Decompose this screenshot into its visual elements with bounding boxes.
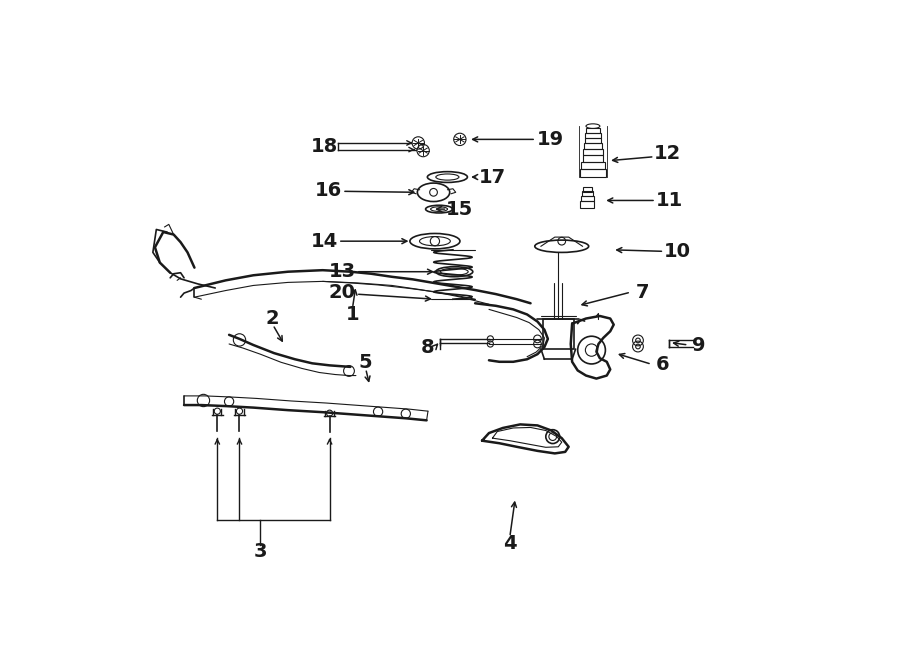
Bar — [581, 196, 594, 202]
Text: 7: 7 — [636, 282, 650, 301]
Text: 8: 8 — [421, 338, 435, 356]
Bar — [585, 138, 601, 143]
Text: 3: 3 — [254, 542, 267, 561]
Bar — [582, 155, 603, 162]
Bar — [580, 202, 594, 208]
Text: 2: 2 — [266, 309, 280, 328]
Bar — [583, 149, 603, 155]
Text: 13: 13 — [328, 262, 356, 281]
Bar — [585, 133, 600, 138]
Text: 11: 11 — [655, 191, 683, 210]
Text: 18: 18 — [310, 137, 338, 156]
Text: 10: 10 — [664, 242, 691, 261]
Bar — [580, 169, 606, 177]
Bar — [543, 319, 573, 349]
Text: 15: 15 — [446, 200, 473, 219]
Text: 6: 6 — [655, 355, 669, 374]
Bar — [586, 128, 599, 133]
Text: 14: 14 — [310, 231, 338, 251]
Text: 20: 20 — [328, 282, 356, 301]
Text: 12: 12 — [654, 143, 681, 163]
Text: 16: 16 — [315, 180, 342, 200]
Bar — [581, 191, 593, 196]
Text: 9: 9 — [691, 336, 705, 354]
Text: 4: 4 — [503, 534, 517, 553]
Text: 17: 17 — [479, 167, 506, 186]
Text: 1: 1 — [346, 305, 359, 324]
Bar — [584, 143, 602, 149]
Text: 5: 5 — [359, 354, 373, 372]
Text: 19: 19 — [536, 130, 563, 149]
Bar — [581, 162, 605, 169]
Bar — [582, 187, 592, 192]
